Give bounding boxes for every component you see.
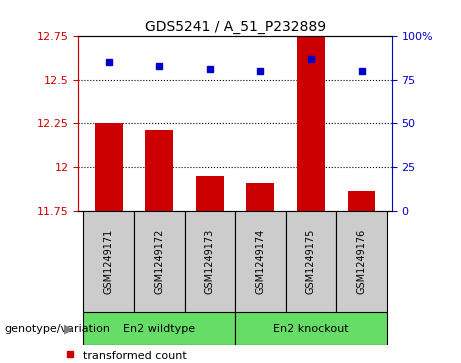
Text: GSM1249175: GSM1249175	[306, 229, 316, 294]
Bar	[196, 176, 224, 211]
Bar	[297, 34, 325, 211]
Bar	[286, 211, 336, 312]
Text: GSM1249176: GSM1249176	[356, 229, 366, 294]
Bar	[235, 312, 387, 345]
Bar	[336, 211, 387, 312]
Bar	[247, 183, 274, 211]
Title: GDS5241 / A_51_P232889: GDS5241 / A_51_P232889	[145, 20, 325, 34]
Text: GSM1249173: GSM1249173	[205, 229, 215, 294]
Bar	[184, 211, 235, 312]
Bar	[235, 211, 286, 312]
Text: GSM1249172: GSM1249172	[154, 229, 164, 294]
Text: ▶: ▶	[64, 322, 74, 335]
Text: En2 knockout: En2 knockout	[273, 323, 349, 334]
Bar	[95, 123, 123, 211]
Text: GSM1249171: GSM1249171	[104, 229, 114, 294]
Bar	[348, 191, 375, 211]
Text: En2 wildtype: En2 wildtype	[123, 323, 195, 334]
Legend: transformed count, percentile rank within the sample: transformed count, percentile rank withi…	[65, 350, 271, 363]
Bar	[145, 130, 173, 211]
Bar	[134, 211, 184, 312]
Text: GSM1249174: GSM1249174	[255, 229, 266, 294]
Bar	[83, 312, 235, 345]
Text: genotype/variation: genotype/variation	[5, 323, 111, 334]
Bar	[83, 211, 134, 312]
